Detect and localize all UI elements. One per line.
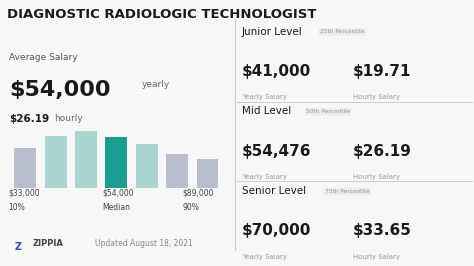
Bar [136,144,158,188]
Text: Updated August 18, 2021: Updated August 18, 2021 [95,239,192,248]
Text: $26.19: $26.19 [9,114,50,124]
Text: $70,000: $70,000 [242,223,311,238]
Text: 90%: 90% [182,203,200,213]
Text: $19.71: $19.71 [353,64,411,79]
Bar [75,131,97,188]
Text: $41,000: $41,000 [242,64,311,79]
Text: hourly: hourly [55,114,83,123]
Text: $54,476: $54,476 [242,144,311,159]
Text: Junior Level: Junior Level [242,27,302,37]
Text: $89,000: $89,000 [182,189,214,198]
Text: 10%: 10% [9,203,25,213]
Text: Average Salary: Average Salary [9,53,78,62]
Bar [166,154,188,188]
Text: 25th Percentile: 25th Percentile [320,29,365,34]
Text: Yearly Salary: Yearly Salary [242,174,287,180]
Text: Yearly Salary: Yearly Salary [242,254,287,260]
Text: DIAGNOSTIC RADIOLOGIC TECHNOLOGIST: DIAGNOSTIC RADIOLOGIC TECHNOLOGIST [7,8,317,21]
Bar [197,159,219,188]
Bar [14,148,36,188]
Text: $33,000: $33,000 [9,189,40,198]
Text: ZIPPIA: ZIPPIA [32,239,63,248]
Text: $33.65: $33.65 [353,223,412,238]
Text: Z: Z [14,242,22,252]
Text: Hourly Salary: Hourly Salary [353,94,400,101]
Text: yearly: yearly [142,80,171,89]
Bar [45,136,66,188]
Text: 75th Percentile: 75th Percentile [325,189,369,194]
Text: $54,000: $54,000 [9,80,111,100]
Text: Senior Level: Senior Level [242,186,306,196]
Text: $54,000: $54,000 [102,189,134,198]
Text: Yearly Salary: Yearly Salary [242,94,287,101]
Text: Median: Median [102,203,130,213]
Text: Hourly Salary: Hourly Salary [353,254,400,260]
Text: Mid Level: Mid Level [242,106,291,117]
Text: $26.19: $26.19 [353,144,412,159]
Text: Hourly Salary: Hourly Salary [353,174,400,180]
Text: 50th Percentile: 50th Percentile [306,109,350,114]
Bar [105,137,128,188]
